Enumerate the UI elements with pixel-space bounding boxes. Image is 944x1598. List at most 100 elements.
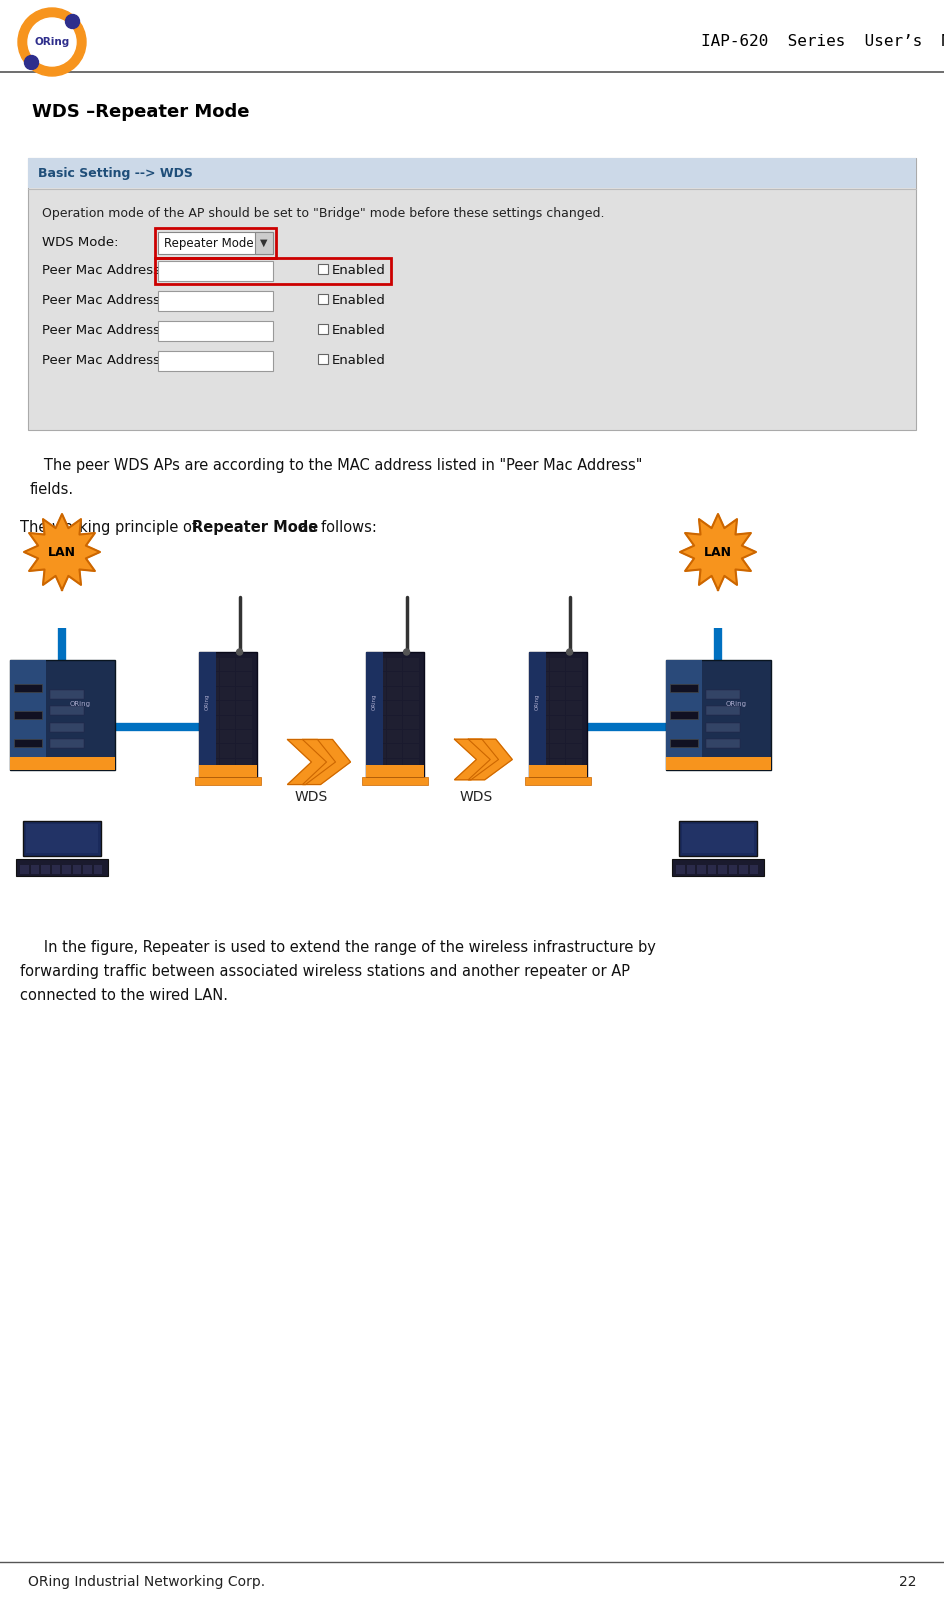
Bar — [549, 658, 565, 671]
Bar — [532, 673, 548, 686]
Bar — [236, 702, 252, 714]
Text: forwarding traffic between associated wireless stations and another repeater or : forwarding traffic between associated wi… — [20, 964, 630, 980]
Text: 22: 22 — [899, 1576, 916, 1588]
Bar — [199, 764, 257, 777]
Bar — [403, 702, 418, 714]
Text: Enabled: Enabled — [331, 265, 385, 278]
Bar — [549, 673, 565, 686]
Bar — [155, 257, 391, 284]
Bar — [549, 730, 565, 743]
Bar — [50, 690, 84, 698]
Text: Enabled: Enabled — [331, 324, 385, 337]
Bar — [370, 702, 385, 714]
Text: LAN: LAN — [48, 545, 76, 558]
Bar — [155, 229, 276, 257]
Bar — [705, 706, 739, 714]
Bar — [203, 759, 218, 772]
Text: Peer Mac Address 1:: Peer Mac Address 1: — [42, 265, 177, 278]
Bar — [386, 716, 402, 729]
Text: Peer Mac Address 2:: Peer Mac Address 2: — [42, 294, 177, 307]
Bar — [30, 865, 39, 874]
Bar — [158, 291, 273, 312]
Bar — [738, 865, 747, 874]
Bar — [203, 716, 218, 729]
Text: Basic Setting --> WDS: Basic Setting --> WDS — [38, 166, 193, 179]
Text: Enabled: Enabled — [331, 355, 385, 368]
Bar — [565, 687, 582, 700]
Bar — [255, 232, 273, 254]
Circle shape — [236, 649, 243, 655]
Bar — [403, 673, 418, 686]
Text: The peer WDS APs are according to the MAC address listed in "Peer Mac Address": The peer WDS APs are according to the MA… — [30, 459, 642, 473]
Bar — [549, 759, 565, 772]
Bar — [403, 716, 418, 729]
Bar — [565, 658, 582, 671]
Bar — [219, 759, 235, 772]
Polygon shape — [302, 740, 350, 785]
Bar — [671, 860, 763, 876]
Bar — [23, 821, 101, 857]
Bar — [83, 865, 92, 874]
Text: Operation mode of the AP should be set to "Bridge" mode before these settings ch: Operation mode of the AP should be set t… — [42, 208, 604, 221]
Bar — [529, 652, 586, 777]
Bar — [665, 660, 769, 770]
Bar — [219, 730, 235, 743]
Bar — [549, 687, 565, 700]
Bar — [13, 711, 42, 719]
Bar — [236, 687, 252, 700]
Bar — [51, 865, 59, 874]
Bar — [50, 722, 84, 732]
Text: Repeater Mode: Repeater Mode — [192, 519, 318, 535]
Text: ORing: ORing — [725, 702, 746, 706]
Text: ORing: ORing — [205, 694, 210, 710]
Text: Enabled: Enabled — [331, 294, 385, 307]
Bar — [403, 745, 418, 757]
Text: connected to the wired LAN.: connected to the wired LAN. — [20, 988, 228, 1004]
Bar — [236, 673, 252, 686]
Text: Peer Mac Address 3:: Peer Mac Address 3: — [42, 324, 177, 337]
Bar — [665, 757, 769, 770]
Bar — [529, 652, 546, 777]
Bar — [370, 687, 385, 700]
Bar — [9, 660, 46, 770]
Bar — [318, 324, 328, 334]
Bar — [16, 860, 108, 876]
Bar — [705, 740, 739, 748]
Bar — [219, 658, 235, 671]
Bar — [685, 865, 694, 874]
Bar — [194, 777, 261, 785]
Bar — [203, 702, 218, 714]
Bar — [219, 702, 235, 714]
Bar — [707, 865, 716, 874]
Bar — [386, 658, 402, 671]
Bar — [532, 658, 548, 671]
Bar — [370, 673, 385, 686]
Bar — [370, 730, 385, 743]
Bar — [203, 730, 218, 743]
Bar — [668, 738, 698, 746]
Bar — [199, 652, 257, 777]
Bar — [41, 865, 49, 874]
Text: ORing: ORing — [534, 694, 540, 710]
Bar — [697, 865, 705, 874]
Text: ORing: ORing — [34, 37, 70, 46]
Text: as follows:: as follows: — [295, 519, 377, 535]
Bar — [25, 825, 98, 853]
Bar — [678, 821, 756, 857]
Bar — [549, 745, 565, 757]
Bar — [525, 777, 590, 785]
Text: WDS: WDS — [295, 789, 328, 804]
Text: ORing Industrial Networking Corp.: ORing Industrial Networking Corp. — [28, 1576, 265, 1588]
Bar — [365, 652, 383, 777]
Text: fields.: fields. — [30, 483, 74, 497]
Bar — [705, 722, 739, 732]
Bar — [28, 158, 915, 189]
Bar — [219, 745, 235, 757]
Bar — [236, 658, 252, 671]
Bar — [565, 745, 582, 757]
Bar — [386, 702, 402, 714]
Bar — [362, 777, 428, 785]
Bar — [728, 865, 736, 874]
Bar — [403, 730, 418, 743]
Bar — [532, 716, 548, 729]
